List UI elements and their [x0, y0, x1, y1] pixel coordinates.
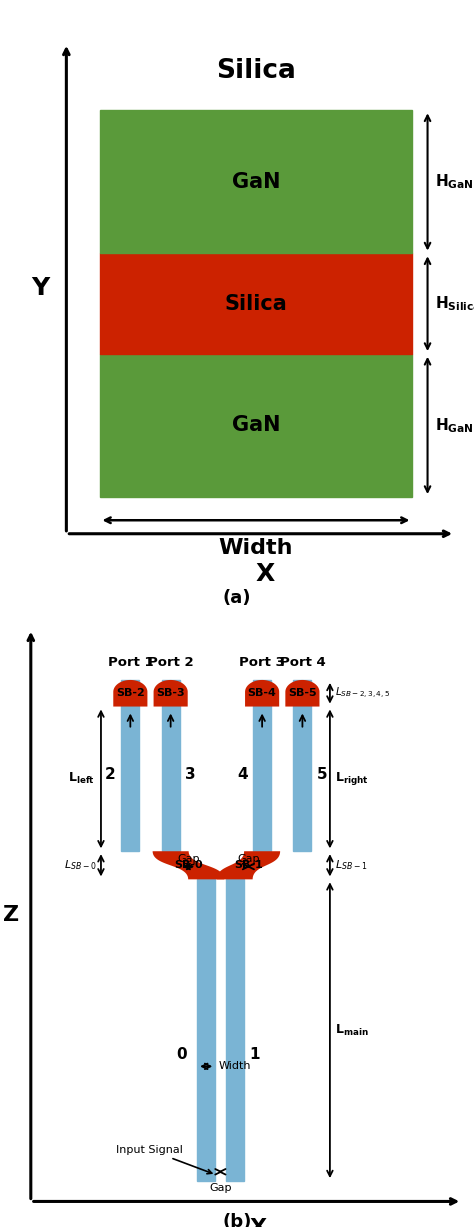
Text: $L_{SB-1}$: $L_{SB-1}$: [335, 859, 367, 872]
Text: 4: 4: [237, 767, 247, 782]
Text: SB-0: SB-0: [174, 860, 203, 870]
Text: GaN: GaN: [232, 416, 280, 436]
Text: SB-2: SB-2: [116, 688, 145, 698]
Text: $L_{SB-0}$: $L_{SB-0}$: [64, 859, 96, 872]
Polygon shape: [285, 680, 319, 707]
Text: Silica: Silica: [216, 58, 296, 83]
Text: Z: Z: [3, 906, 19, 925]
Polygon shape: [245, 680, 279, 707]
Bar: [293, 680, 311, 852]
Text: Port 4: Port 4: [280, 655, 325, 669]
Polygon shape: [217, 852, 280, 880]
Text: $\mathbf{H_{GaN}}$: $\mathbf{H_{GaN}}$: [435, 416, 474, 434]
Text: SB-4: SB-4: [248, 688, 276, 698]
Text: Port 3: Port 3: [239, 655, 285, 669]
Text: Width: Width: [219, 537, 293, 558]
Text: 2: 2: [105, 767, 116, 782]
Bar: [226, 880, 244, 1180]
Bar: [253, 680, 271, 852]
Text: Width: Width: [219, 1061, 252, 1071]
Text: Gap: Gap: [209, 1183, 232, 1193]
Text: (a): (a): [223, 589, 251, 607]
Text: $\mathbf{H_{GaN}}$: $\mathbf{H_{GaN}}$: [435, 173, 474, 191]
Text: SB-3: SB-3: [156, 688, 185, 698]
Text: $L_{SB-2,3,4,5}$: $L_{SB-2,3,4,5}$: [335, 686, 390, 701]
Text: $\mathbf{L_{right}}$: $\mathbf{L_{right}}$: [335, 771, 369, 788]
Text: X: X: [250, 1218, 267, 1227]
Bar: [162, 680, 180, 852]
Text: Silica: Silica: [225, 293, 287, 314]
Bar: [100, 110, 412, 254]
Polygon shape: [153, 852, 224, 880]
Text: SB-5: SB-5: [288, 688, 317, 698]
Bar: [100, 353, 412, 497]
Text: X: X: [256, 562, 275, 585]
Bar: [100, 254, 412, 353]
Bar: [197, 880, 215, 1180]
Polygon shape: [154, 680, 188, 707]
Text: $\mathbf{L_{left}}$: $\mathbf{L_{left}}$: [68, 772, 95, 787]
Text: Port 1: Port 1: [108, 655, 153, 669]
Text: 3: 3: [185, 767, 196, 782]
Polygon shape: [113, 680, 147, 707]
Text: Gap: Gap: [177, 854, 200, 864]
Text: Port 2: Port 2: [148, 655, 193, 669]
Text: GaN: GaN: [232, 172, 280, 191]
Text: $\mathbf{H_{Silica}}$: $\mathbf{H_{Silica}}$: [435, 294, 474, 313]
Text: SB-1: SB-1: [234, 860, 263, 870]
Text: Y: Y: [31, 276, 49, 301]
Text: 0: 0: [176, 1047, 187, 1061]
Text: Gap: Gap: [237, 854, 260, 864]
Text: (b): (b): [222, 1212, 252, 1227]
Bar: [121, 680, 139, 852]
Text: Input Signal: Input Signal: [116, 1145, 212, 1174]
Text: 1: 1: [249, 1047, 260, 1061]
Text: $\mathbf{L_{main}}$: $\mathbf{L_{main}}$: [335, 1022, 368, 1038]
Text: 5: 5: [317, 767, 328, 782]
